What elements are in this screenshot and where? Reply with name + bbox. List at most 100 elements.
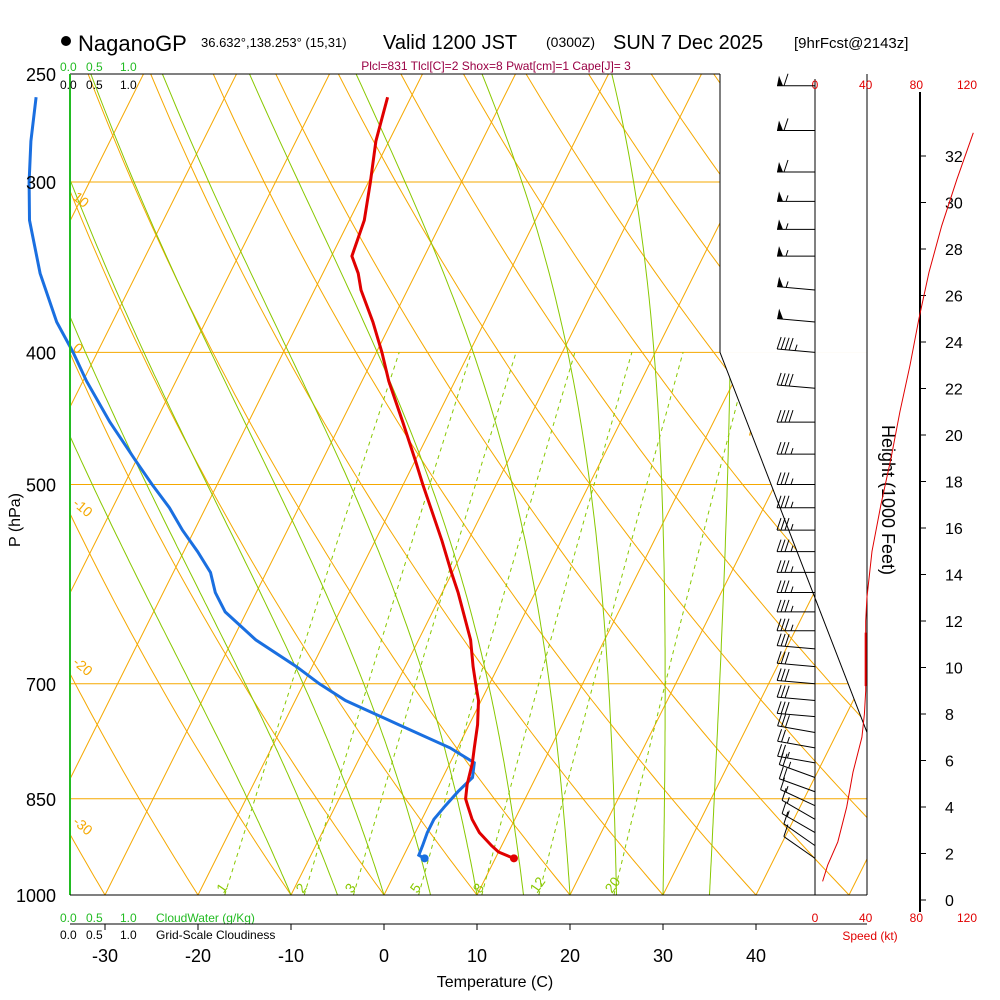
wind-barb-feather bbox=[788, 373, 794, 387]
isotherm bbox=[848, 857, 867, 895]
wind-barb-feather bbox=[783, 118, 789, 131]
mixing-ratio-label: 12 bbox=[526, 874, 548, 896]
surface-dewpoint-marker bbox=[420, 854, 429, 863]
mixing-ratio-label: 1 bbox=[213, 880, 231, 896]
wind-barb bbox=[776, 633, 816, 650]
wind-barb-half-feather bbox=[790, 478, 794, 485]
wind-barb-feather bbox=[776, 495, 782, 508]
wind-barb-feather bbox=[780, 539, 786, 552]
mixing-ratio-line bbox=[538, 352, 684, 895]
dry-adiabat bbox=[275, 74, 850, 895]
isotherm bbox=[70, 74, 423, 781]
wind-barb-pennant bbox=[777, 308, 784, 320]
wind-barb bbox=[776, 517, 815, 531]
isotherm bbox=[70, 74, 237, 409]
wind-barb-feather bbox=[776, 560, 782, 573]
wind-barb bbox=[778, 752, 816, 778]
wind-barb-feather bbox=[776, 336, 782, 350]
isotherm bbox=[290, 74, 702, 895]
speed-profile-line bbox=[822, 132, 974, 882]
wind-barb bbox=[777, 276, 816, 291]
wind-barb bbox=[777, 191, 815, 202]
pressure-tick-label: 850 bbox=[26, 790, 56, 810]
cloudwater-tick-top: 1.0 bbox=[120, 60, 137, 74]
wind-barb-feather bbox=[783, 811, 789, 824]
wind-barb-feather bbox=[776, 409, 782, 423]
wind-barb-feather bbox=[781, 788, 787, 801]
wind-barb-feather bbox=[780, 560, 786, 573]
temperature-tick-label: -20 bbox=[185, 946, 211, 966]
wind-barb-feather bbox=[780, 668, 786, 681]
wind-barb bbox=[776, 372, 816, 389]
wind-barb-feather bbox=[784, 495, 790, 508]
cloudwater-label: CloudWater (g/Kg) bbox=[156, 911, 255, 925]
wind-barb-pennant bbox=[777, 120, 783, 131]
wind-barb bbox=[776, 539, 815, 553]
wind-barb-feather bbox=[776, 441, 782, 455]
wind-barb-feather bbox=[777, 729, 783, 742]
moist-adiabat bbox=[90, 74, 431, 895]
wind-barb-half-feather bbox=[790, 523, 794, 531]
wind-barb-staff bbox=[777, 725, 816, 733]
wind-barb-half-feather bbox=[790, 586, 794, 593]
wind-barb-feather bbox=[780, 777, 786, 790]
cloudwater-tick-bottom: 0.0 bbox=[60, 911, 77, 925]
valid-utc: (0300Z) bbox=[546, 34, 595, 50]
wind-barb-feather bbox=[780, 685, 786, 698]
height-tick-label: 2 bbox=[945, 847, 954, 864]
pressure-tick-label: 1000 bbox=[16, 886, 56, 906]
wind-barb-staff bbox=[777, 696, 816, 701]
height-tick-label: 20 bbox=[945, 428, 963, 445]
wind-barb-staff bbox=[777, 740, 816, 749]
cloudiness-tick-top: 0.5 bbox=[86, 78, 103, 92]
wind-barb-feather bbox=[777, 713, 783, 727]
mixing-ratio-line bbox=[481, 352, 633, 895]
wind-barb-feather bbox=[784, 517, 790, 531]
wind-barb-pennant bbox=[777, 219, 783, 230]
dry-adiabat bbox=[70, 512, 292, 895]
dry-adiabat bbox=[70, 189, 478, 895]
wind-barb bbox=[776, 701, 816, 718]
isotherm bbox=[70, 74, 330, 595]
height-axis-label: Height (1000 Feet) bbox=[878, 425, 898, 575]
dry-adiabat bbox=[70, 351, 385, 895]
wind-barb-feather bbox=[784, 539, 790, 552]
moist-adiabat bbox=[70, 178, 385, 895]
wind-barb-feather bbox=[780, 580, 786, 593]
temperature-tick-label: 40 bbox=[746, 946, 766, 966]
dry-adiabat bbox=[462, 74, 867, 632]
dry-adiabat-label: 10 bbox=[70, 188, 92, 210]
wind-barb-feather bbox=[783, 159, 789, 173]
wind-barb-half-feather bbox=[785, 281, 789, 288]
wind-barb-feather bbox=[784, 618, 790, 631]
wind-barb bbox=[776, 336, 816, 353]
mixing-ratio-line bbox=[613, 352, 751, 895]
wind-barb bbox=[776, 651, 816, 668]
wind-barb-pennant bbox=[777, 276, 784, 288]
isotherm bbox=[662, 485, 867, 895]
cloudwater-tick-top: 0.0 bbox=[60, 60, 77, 74]
height-tick-label: 8 bbox=[945, 707, 954, 724]
wind-barb bbox=[777, 729, 816, 749]
height-tick-label: 22 bbox=[945, 382, 963, 399]
wind-barb-feather bbox=[780, 701, 786, 714]
wind-barb-feather bbox=[782, 767, 788, 781]
cloudiness-label: Grid-Scale Cloudiness bbox=[156, 928, 275, 942]
wind-barb-feather bbox=[780, 472, 786, 485]
wind-barb-half-feather bbox=[790, 501, 794, 508]
station-coords: 36.632°,138.253° (15,31) bbox=[201, 35, 347, 50]
wind-barb-feather bbox=[781, 801, 787, 814]
wind-barb-half-feather bbox=[790, 605, 794, 613]
wind-barb-half-feather bbox=[785, 785, 789, 793]
dewpoint-line bbox=[27, 97, 476, 860]
height-tick-label: 12 bbox=[945, 614, 963, 631]
wind-barb-feather bbox=[783, 73, 789, 86]
dry-adiabat bbox=[212, 74, 757, 895]
wind-barb-feather bbox=[776, 684, 782, 698]
wind-barb-staff bbox=[783, 823, 816, 847]
wind-barb bbox=[777, 159, 815, 173]
wind-barb-feather bbox=[777, 744, 783, 757]
temperature-tick-label: 20 bbox=[560, 946, 580, 966]
